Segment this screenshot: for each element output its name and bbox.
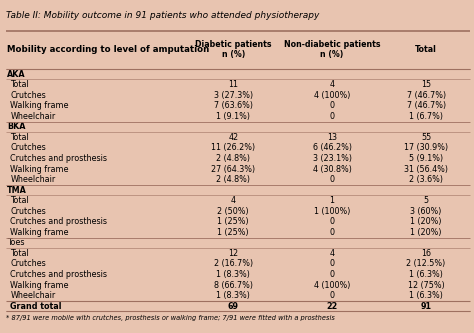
Text: BKA: BKA xyxy=(7,123,26,132)
Text: 3 (27.3%): 3 (27.3%) xyxy=(214,91,253,100)
Text: 4: 4 xyxy=(329,80,335,89)
Text: 5: 5 xyxy=(423,196,428,205)
Text: Total: Total xyxy=(10,133,29,142)
Text: Walking frame: Walking frame xyxy=(10,280,69,289)
Text: Wheelchair: Wheelchair xyxy=(10,175,55,184)
Text: 2 (4.8%): 2 (4.8%) xyxy=(216,175,250,184)
Text: 31 (56.4%): 31 (56.4%) xyxy=(404,165,448,173)
Text: 4: 4 xyxy=(231,196,236,205)
Text: 4 (100%): 4 (100%) xyxy=(314,91,350,100)
Text: Crutches: Crutches xyxy=(10,144,46,153)
Text: Crutches: Crutches xyxy=(10,207,46,216)
Text: 0: 0 xyxy=(329,291,335,300)
Text: 1 (25%): 1 (25%) xyxy=(218,217,249,226)
Text: 7 (46.7%): 7 (46.7%) xyxy=(407,101,446,110)
Text: 13: 13 xyxy=(327,133,337,142)
Text: Crutches and prosthesis: Crutches and prosthesis xyxy=(10,154,108,163)
Text: 69: 69 xyxy=(228,302,239,311)
Text: Non-diabetic patients
n (%): Non-diabetic patients n (%) xyxy=(284,40,380,60)
Text: 4 (30.8%): 4 (30.8%) xyxy=(312,165,351,173)
Text: 2 (12.5%): 2 (12.5%) xyxy=(406,259,446,268)
Text: Table II: Mobility outcome in 91 patients who attended physiotherapy: Table II: Mobility outcome in 91 patient… xyxy=(6,11,319,20)
Text: 0: 0 xyxy=(329,228,335,237)
Text: 4: 4 xyxy=(329,249,335,258)
Text: 2 (4.8%): 2 (4.8%) xyxy=(216,154,250,163)
Text: 0: 0 xyxy=(329,270,335,279)
Text: 7 (46.7%): 7 (46.7%) xyxy=(407,91,446,100)
Text: * 87/91 were mobile with crutches, prosthesis or walking frame; 7/91 were fitted: * 87/91 were mobile with crutches, prost… xyxy=(6,315,335,321)
Text: 42: 42 xyxy=(228,133,238,142)
Text: Walking frame: Walking frame xyxy=(10,101,69,110)
Text: Wheelchair: Wheelchair xyxy=(10,112,55,121)
Text: 1 (6.7%): 1 (6.7%) xyxy=(409,112,443,121)
Text: Mobility according to level of amputation: Mobility according to level of amputatio… xyxy=(7,45,210,54)
Text: Crutches and prosthesis: Crutches and prosthesis xyxy=(10,270,108,279)
Text: Grand total: Grand total xyxy=(10,302,62,311)
Text: 2 (3.6%): 2 (3.6%) xyxy=(409,175,443,184)
Text: 91: 91 xyxy=(420,302,432,311)
Text: 0: 0 xyxy=(329,259,335,268)
Text: 0: 0 xyxy=(329,217,335,226)
Text: Crutches: Crutches xyxy=(10,91,46,100)
Text: AKA: AKA xyxy=(7,70,26,79)
Text: Walking frame: Walking frame xyxy=(10,228,69,237)
Text: 7 (63.6%): 7 (63.6%) xyxy=(214,101,253,110)
Text: 1 (20%): 1 (20%) xyxy=(410,217,442,226)
Text: 16: 16 xyxy=(421,249,431,258)
Text: 3 (23.1%): 3 (23.1%) xyxy=(312,154,352,163)
Text: 0: 0 xyxy=(329,112,335,121)
Text: 0: 0 xyxy=(329,101,335,110)
Text: 1 (6.3%): 1 (6.3%) xyxy=(409,291,443,300)
Text: Diabetic patients
n (%): Diabetic patients n (%) xyxy=(195,40,272,60)
Text: 5 (9.1%): 5 (9.1%) xyxy=(409,154,443,163)
Text: Walking frame: Walking frame xyxy=(10,165,69,173)
Text: 12: 12 xyxy=(228,249,238,258)
Text: Wheelchair: Wheelchair xyxy=(10,291,55,300)
Text: 3 (60%): 3 (60%) xyxy=(410,207,442,216)
Text: 0: 0 xyxy=(329,175,335,184)
Text: 15: 15 xyxy=(421,80,431,89)
Text: 8 (66.7%): 8 (66.7%) xyxy=(214,280,253,289)
Text: Toes: Toes xyxy=(7,238,25,247)
Text: 1 (25%): 1 (25%) xyxy=(218,228,249,237)
Text: 11 (26.2%): 11 (26.2%) xyxy=(211,144,255,153)
Text: 17 (30.9%): 17 (30.9%) xyxy=(404,144,448,153)
Text: 55: 55 xyxy=(421,133,431,142)
Text: 1 (8.3%): 1 (8.3%) xyxy=(216,270,250,279)
Text: Total: Total xyxy=(415,45,437,54)
Text: Crutches and prosthesis: Crutches and prosthesis xyxy=(10,217,108,226)
Text: 1 (9.1%): 1 (9.1%) xyxy=(216,112,250,121)
Text: Total: Total xyxy=(10,80,29,89)
Text: 1 (20%): 1 (20%) xyxy=(410,228,442,237)
Text: 6 (46.2%): 6 (46.2%) xyxy=(312,144,352,153)
Text: 2 (50%): 2 (50%) xyxy=(218,207,249,216)
Text: Total: Total xyxy=(10,249,29,258)
Text: 1 (6.3%): 1 (6.3%) xyxy=(409,270,443,279)
Text: 1: 1 xyxy=(329,196,335,205)
Text: 2 (16.7%): 2 (16.7%) xyxy=(214,259,253,268)
Text: 1 (100%): 1 (100%) xyxy=(314,207,350,216)
Text: 11: 11 xyxy=(228,80,238,89)
Text: Total: Total xyxy=(10,196,29,205)
Text: TMA: TMA xyxy=(7,185,27,195)
Text: 12 (75%): 12 (75%) xyxy=(408,280,445,289)
Text: 1 (8.3%): 1 (8.3%) xyxy=(216,291,250,300)
Text: 27 (64.3%): 27 (64.3%) xyxy=(211,165,255,173)
Text: 4 (100%): 4 (100%) xyxy=(314,280,350,289)
Text: Crutches: Crutches xyxy=(10,259,46,268)
Text: 22: 22 xyxy=(327,302,337,311)
